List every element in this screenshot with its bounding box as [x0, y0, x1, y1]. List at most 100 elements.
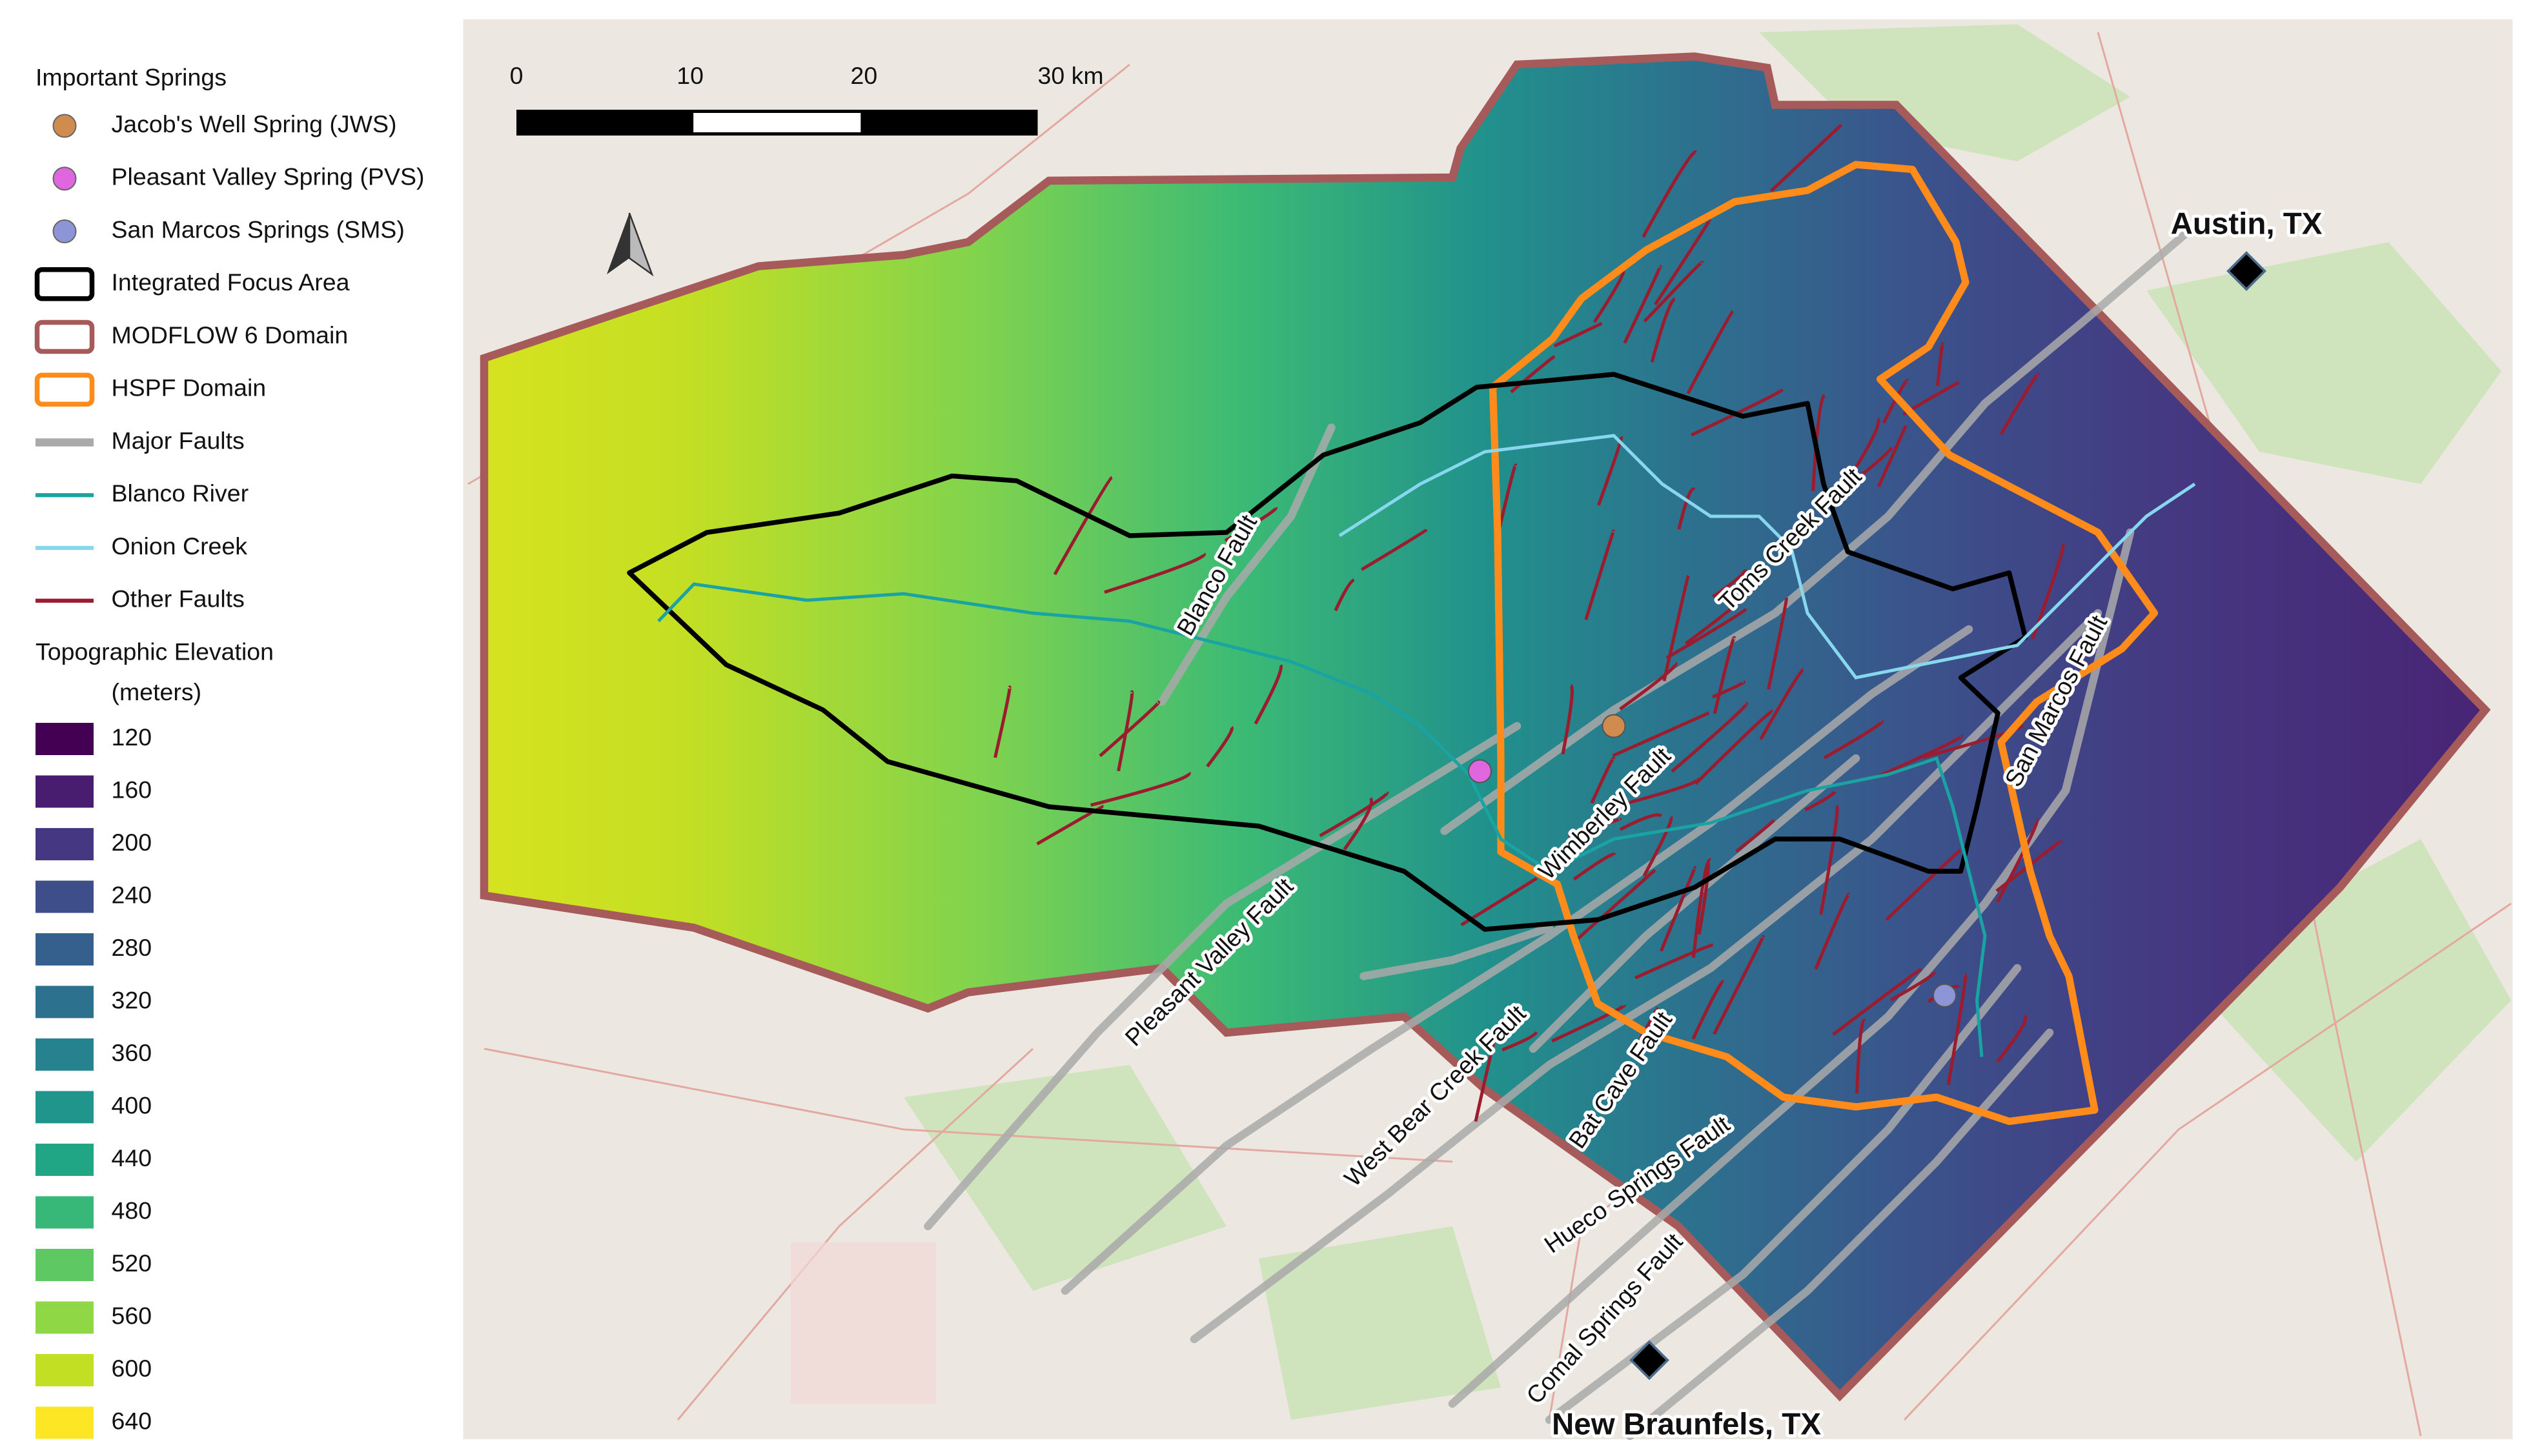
- elevation-label: 640: [112, 1407, 152, 1434]
- spring-marker: [1602, 714, 1626, 738]
- other-fault-line: [1361, 528, 1428, 571]
- legend-swatch: [52, 219, 77, 243]
- elevation-label: 480: [112, 1197, 152, 1224]
- other-fault-line: [1460, 876, 1538, 927]
- other-fault-line: [1634, 943, 1714, 980]
- elevation-label: 440: [112, 1144, 152, 1171]
- other-fault-line: [1612, 777, 1699, 809]
- elevation-swatch: [36, 880, 94, 913]
- other-fault-line: [1642, 150, 1697, 238]
- elevation-label: 320: [112, 986, 152, 1013]
- other-fault-line: [1654, 218, 1711, 306]
- other-fault-line: [1935, 342, 1944, 387]
- other-fault-line: [1619, 662, 1678, 711]
- other-fault-line: [1811, 394, 1826, 491]
- other-fault-line: [1590, 756, 1616, 804]
- scale-bar-label: 30 km: [1038, 62, 1104, 89]
- elevation-swatch: [36, 986, 94, 1018]
- other-fault-line: [1036, 804, 1104, 845]
- elevation-label: 240: [112, 881, 152, 908]
- other-fault-line: [1712, 569, 1747, 598]
- scale-bar-label: 20: [850, 62, 877, 89]
- other-fault-line: [1099, 700, 1161, 758]
- other-fault-line: [1882, 378, 1909, 424]
- elevation-swatch: [36, 1249, 94, 1281]
- elevation-swatch: [36, 933, 94, 966]
- other-fault-line: [1090, 771, 1191, 807]
- other-fault-line: [1995, 840, 2063, 893]
- other-fault-line: [1319, 791, 1389, 838]
- scale-bar-segment: [693, 113, 861, 132]
- north-arrow: [607, 212, 654, 277]
- legend-swatch: [34, 319, 95, 354]
- blanco-river: [657, 582, 1987, 1057]
- other-fault-line: [1665, 607, 1748, 660]
- other-fault-line: [1996, 1014, 2027, 1063]
- other-fault-line: [1855, 1018, 1866, 1094]
- elevation-swatch: [36, 1091, 94, 1124]
- city-marker: [1629, 1340, 1669, 1380]
- other-fault-line: [1224, 505, 1278, 542]
- city-label: Austin, TX: [2171, 207, 2323, 241]
- legend-swatch: [52, 167, 77, 191]
- other-fault-line: [1767, 598, 1788, 690]
- other-fault-line: [1877, 734, 1963, 778]
- other-fault-line: [1819, 804, 1839, 915]
- other-fault-line: [1576, 869, 1656, 940]
- other-fault-line: [1902, 381, 1960, 416]
- hspf-domain: [1489, 161, 2159, 1126]
- other-fault-line: [1254, 663, 1283, 725]
- spring-marker: [1467, 759, 1492, 784]
- legend-label: HSPF Domain: [112, 374, 267, 401]
- elevation-swatch: [36, 1038, 94, 1071]
- elevation-label: 160: [112, 776, 152, 803]
- other-fault-line: [1685, 579, 1762, 645]
- other-fault-line: [1551, 1004, 1626, 1043]
- legend-label: Blanco River: [112, 480, 249, 507]
- elevation-swatch: [36, 775, 94, 808]
- scale-bar-segment: [867, 113, 1035, 132]
- major-faults: [924, 221, 2199, 1441]
- other-fault-line: [2031, 543, 2065, 640]
- legend-springs-title: Important Springs: [36, 63, 227, 90]
- legend: Important Springs Topographic Elevation …: [34, 63, 424, 1439]
- elevation-swatch: [36, 1143, 94, 1176]
- elevation-label: 200: [112, 829, 152, 856]
- other-fault-line: [1343, 797, 1373, 851]
- other-fault-line: [1498, 463, 1518, 529]
- legend-swatch: [34, 267, 95, 301]
- modflow-domain: [480, 52, 2491, 1402]
- other-fault-line: [1117, 690, 1134, 772]
- elevation-swatch: [36, 723, 94, 755]
- legend-label: MODFLOW 6 Domain: [112, 321, 349, 349]
- basemap-features: [904, 24, 2511, 1420]
- other-fault-line: [1619, 813, 1663, 831]
- other-fault-line: [1690, 388, 1784, 437]
- other-fault-line: [1572, 853, 1616, 881]
- other-fault-line: [1999, 372, 2040, 436]
- other-fault-line: [1104, 552, 1206, 594]
- other-fault-line: [1334, 578, 1355, 612]
- other-fault-line: [1823, 720, 1884, 760]
- city-label: New Braunfels, TX: [1552, 1408, 1821, 1442]
- other-fault-line: [1597, 436, 1623, 506]
- other-fault-line: [1053, 476, 1114, 576]
- scale-bar-label: 0: [510, 62, 524, 89]
- other-fault-line: [1855, 417, 1880, 468]
- other-fault-line: [1642, 815, 1673, 877]
- urban-area: [791, 1242, 936, 1404]
- other-fault-line: [1804, 791, 1837, 812]
- legend-swatch: [34, 372, 95, 407]
- legend-label: Integrated Focus Area: [112, 268, 350, 296]
- legend-label: Onion Creek: [112, 532, 248, 560]
- elevation-label: 520: [112, 1249, 152, 1277]
- elevation-swatch: [36, 1354, 94, 1386]
- other-fault-line: [1832, 967, 1922, 1036]
- other-fault-line: [1889, 971, 1936, 1002]
- scale-bar: 0 10 20 30 km: [510, 62, 1104, 136]
- elevation-swatch: [36, 1406, 94, 1439]
- elevation-swatch: [36, 828, 94, 860]
- other-fault-line: [1686, 310, 1735, 394]
